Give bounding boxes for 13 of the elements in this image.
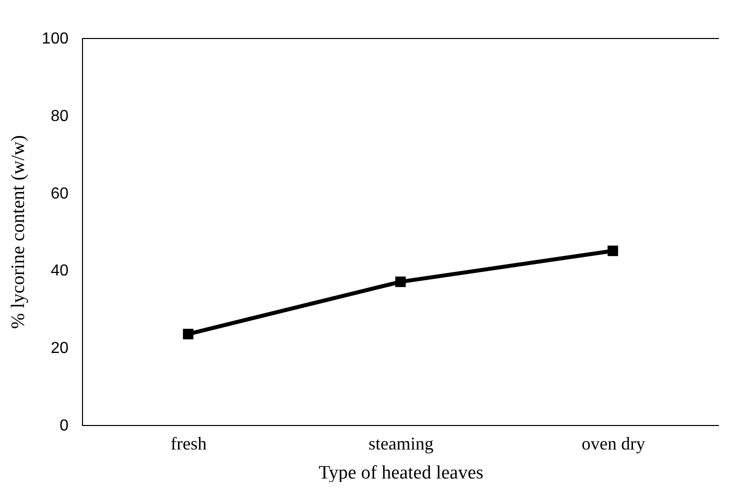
y-tick-label: 20	[50, 340, 69, 358]
y-tick-label: 40	[50, 262, 69, 280]
x-tick-label: steaming	[368, 434, 434, 454]
x-tick-label: oven dry	[582, 434, 646, 454]
y-tick-label: 100	[42, 30, 69, 48]
y-tick-label: 0	[60, 418, 69, 434]
y-axis-title: % lycorine content (w/w)	[8, 135, 29, 329]
y-tick-label: 60	[50, 185, 69, 202]
y-tick-label: 80	[50, 108, 69, 125]
point	[182, 328, 194, 340]
point	[395, 276, 406, 288]
x-tick-label: fresh	[170, 434, 207, 454]
point	[608, 246, 618, 256]
